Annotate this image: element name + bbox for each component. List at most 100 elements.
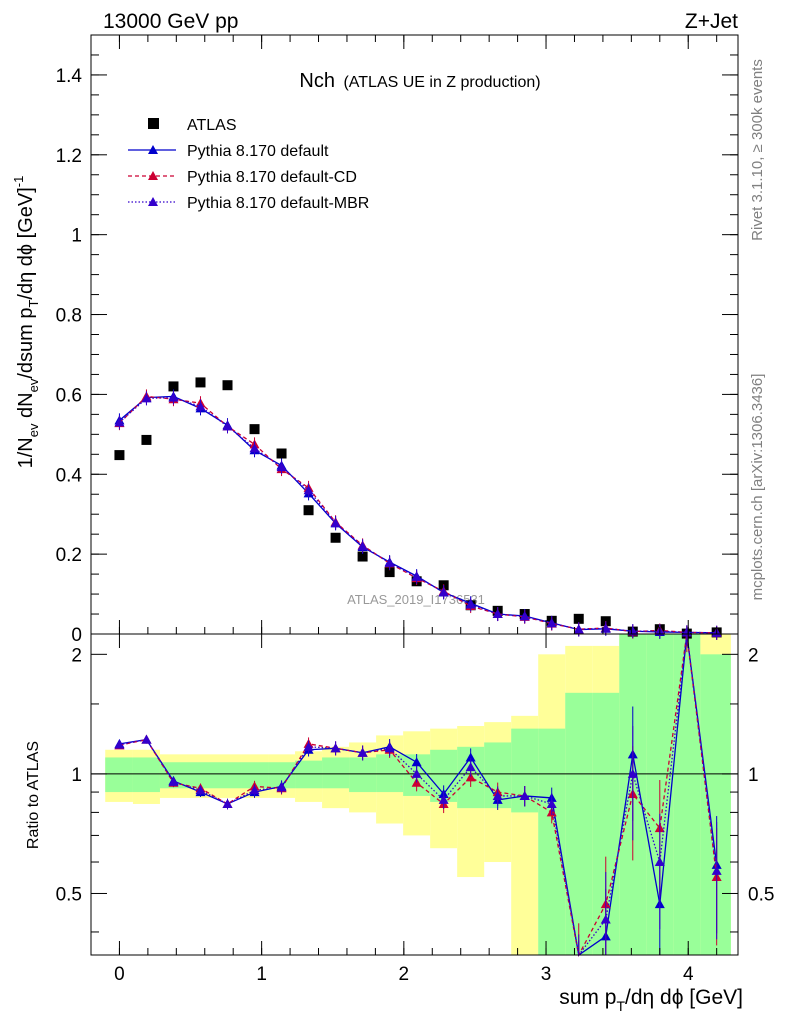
series-marker [627,626,638,636]
ratio-tick-label-right: 0.5 [748,884,774,905]
ratio-marker [627,768,638,778]
series-marker [573,624,584,634]
ratio-tick-label-right: 1 [748,765,759,786]
series-marker [492,609,503,619]
y-tick-label: 1.4 [56,66,83,87]
legend-marker-atlas [148,118,159,129]
atlas-data-point [357,551,368,562]
series-marker [168,392,179,402]
y-tick-label: 0 [71,625,82,646]
atlas-data-point [303,505,314,516]
ratio-marker [411,757,422,767]
ratio-y-axis-label: Ratio to ATLAS [25,741,42,849]
rivet-label: Rivet 3.1.10, ≥ 300k events [749,59,766,241]
series-marker [249,443,260,453]
plot-title-main: Nch [299,70,335,92]
ratio-marker [438,794,449,804]
plot-title: Nch (ATLAS UE in Z production) [299,70,540,92]
y-tick-label: 0.6 [56,385,82,406]
legend-marker [148,197,158,206]
legend-label: Pythia 8.170 default-MBR [187,195,369,212]
ratio-frame [90,633,739,956]
mcplots-label: mcplots.cern.ch [arXiv:1306.3436] [749,374,766,601]
ratio-marker [168,776,179,786]
ratio-marker [384,743,395,753]
series-marker [411,571,422,581]
y-tick-label: 1.2 [56,146,82,167]
x-tick-label: 3 [541,964,552,985]
ratio-marker [519,790,530,800]
legend-marker [148,145,158,154]
ratio-marker [141,734,152,744]
ratio-plot-area [91,633,738,957]
ratio-tick-label-left: 2 [71,645,82,666]
ratio-marker [654,857,665,867]
series-marker [546,618,557,628]
series-marker [438,587,449,597]
atlas-data-point [384,567,395,578]
ratio-marker [711,865,722,875]
x-axis-label: sum pT/dη dϕ [GeV] [559,986,743,1014]
band-inner-bin [214,762,242,789]
band-inner-bin [700,654,731,955]
atlas-data-point [114,450,125,461]
band-inner-bin [565,692,593,955]
band-inner-bin [105,757,133,793]
atlas-data-point [141,434,152,445]
ratio-marker [600,914,611,924]
x-tick-label: 1 [256,964,267,985]
series-marker [195,401,206,411]
ratio-marker [357,747,368,757]
ratio-marker [411,768,422,778]
header-right: Z+Jet [685,10,738,33]
y-tick-label: 0.4 [56,465,83,486]
ratio-tick-label-left: 0.5 [56,884,82,905]
ratio-marker [195,785,206,795]
ratio-marker [492,790,503,800]
axes: 0 1 2 3 4 0 0.2 0.4 0.6 0.8 1 1.2 1.4 0.5 0.5 1 1 2 2 [56,35,774,985]
series-marker [465,599,476,609]
atlas-data-point [249,424,260,435]
series-marker [357,541,368,551]
plot-title-sub: (ATLAS UE in Z production) [343,74,540,91]
ratio-marker [276,782,287,792]
ratio-marker [546,798,557,808]
series-marker [519,611,530,621]
header-left: 13000 GeV pp [103,10,238,33]
ratio-marker [222,798,233,808]
ratio-marker [465,752,476,762]
series-marker [303,485,314,495]
ratio-tick-label-right: 2 [748,645,759,666]
y-axis-label: 1/Nev dNev/dsum pT/dη dϕ [GeV]-1 [11,176,41,469]
legend-marker [148,171,158,180]
series-marker [141,393,152,403]
ratio-marker [465,772,476,782]
legend-label: Pythia 8.170 default [187,143,329,160]
series-marker [114,417,125,427]
y-tick-label: 1 [71,226,82,247]
ratio-marker [249,785,260,795]
band-inner-bin [295,760,323,789]
series-marker [276,462,287,472]
legend-label: Pythia 8.170 default-CD [187,169,357,186]
atlas-data-point [168,381,179,392]
y-tick-label: 0.8 [56,306,82,327]
legend-label: ATLAS [187,117,237,134]
band-inner-bin [322,757,350,789]
band-inner-bin [376,754,404,793]
band-inner-bin [132,757,160,793]
x-tick-label: 0 [114,964,125,985]
ratio-marker [465,762,476,772]
x-tick-label: 4 [683,964,694,985]
x-tick-label: 2 [399,964,410,985]
series-marker [222,421,233,431]
atlas-data-point [222,380,233,391]
band-inner-bin [349,757,377,793]
band-inner-bin [673,634,701,955]
ratio-marker [303,741,314,751]
watermark: ATLAS_2019_I1736531 [347,592,485,607]
series-marker [384,557,395,567]
ratio-marker [114,739,125,749]
y-tick-label: 0.2 [56,545,82,566]
